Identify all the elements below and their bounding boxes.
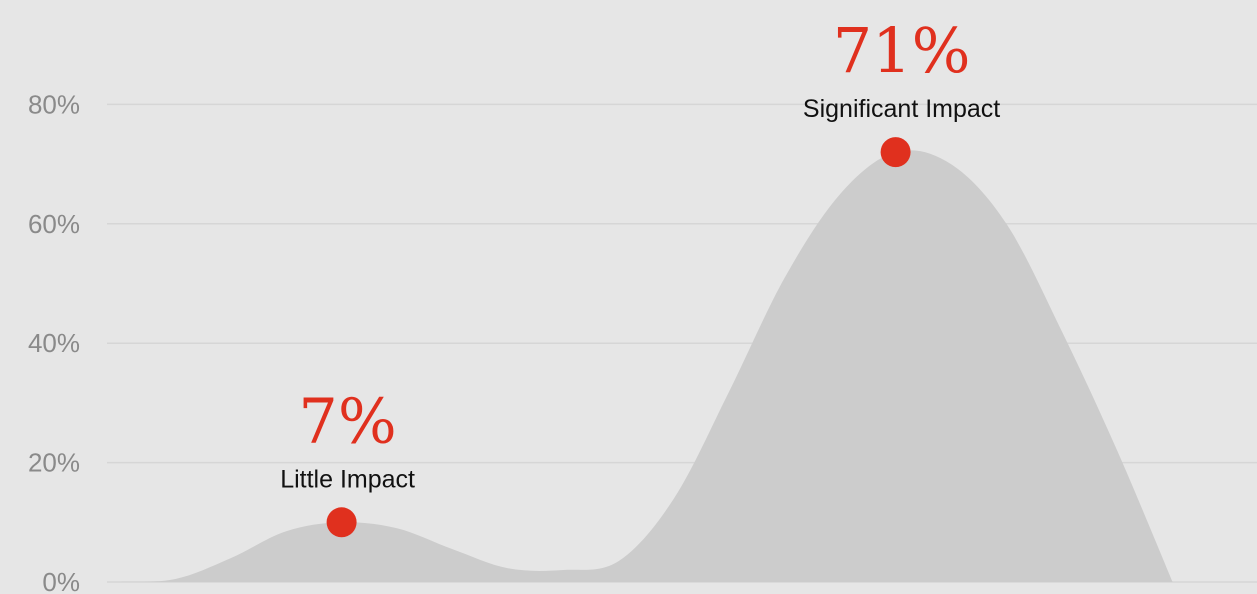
area-series xyxy=(120,150,1173,582)
data-point-marker xyxy=(880,137,911,168)
y-tick-label: 80% xyxy=(28,89,80,119)
point-category-label: Significant Impact xyxy=(803,95,1000,123)
y-tick-label: 0% xyxy=(42,567,80,594)
y-axis-ticks: 0% 20% 40% 60% 80% xyxy=(28,89,80,594)
y-tick-label: 20% xyxy=(28,448,80,478)
point-value-label: 71% xyxy=(833,14,971,87)
annotations: Little Impact 7% Significant Impact 71% xyxy=(280,14,1000,538)
y-tick-label: 60% xyxy=(28,209,80,239)
point-value-label: 7% xyxy=(298,384,396,457)
point-category-label: Little Impact xyxy=(280,465,415,493)
y-tick-label: 40% xyxy=(28,328,80,358)
data-point-marker xyxy=(326,507,357,538)
